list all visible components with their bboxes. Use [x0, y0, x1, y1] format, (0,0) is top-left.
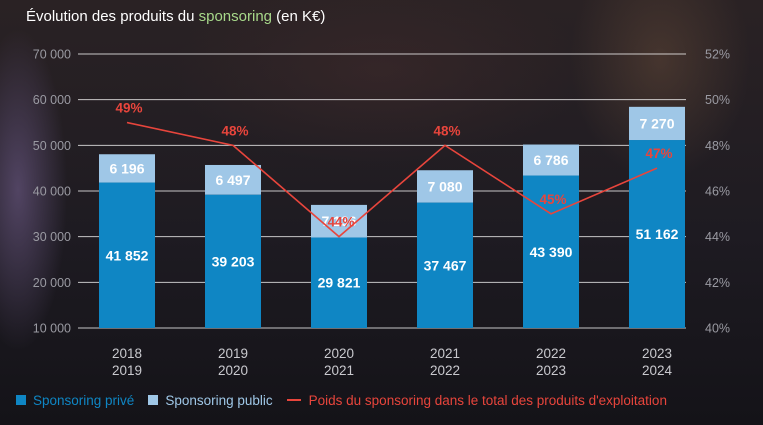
y-right-tick-label: 42% [705, 276, 730, 290]
chart-title-prefix: Évolution des produits du [26, 8, 199, 25]
y-right-tick-label: 48% [705, 139, 730, 153]
bar-public [629, 106, 685, 141]
x-tick-label-line1: 2020 [324, 346, 354, 361]
x-tick-label-line1: 2019 [218, 346, 248, 361]
bar-prive-value-label: 41 852 [106, 247, 149, 263]
bar-public [99, 154, 155, 183]
line-point-label: 49% [115, 101, 142, 116]
chart-title-accent: sponsoring [198, 8, 273, 25]
bar-prive-value-label: 29 821 [318, 275, 361, 291]
line-point-label: 44% [327, 215, 354, 230]
line-point-label: 45% [539, 192, 566, 207]
x-tick-label-line2: 2019 [112, 363, 142, 378]
line-poids-sponsoring [126, 121, 658, 238]
bar-prive [311, 237, 367, 328]
chart-title-suffix: (en K€) [272, 8, 326, 25]
y-left-tick-label: 20 000 [33, 276, 71, 290]
legend-item-public: Sponsoring public [148, 392, 273, 408]
legend-label-public: Sponsoring public [165, 392, 273, 408]
x-tick-label-line2: 2023 [536, 363, 566, 378]
y-left-tick-label: 70 000 [33, 48, 71, 62]
legend-item-prive: Sponsoring privé [16, 393, 134, 408]
bar-prive [99, 182, 155, 328]
y-left-tick-label: 40 000 [33, 185, 71, 199]
x-tick-label-line1: 2018 [112, 346, 142, 361]
bar-prive-value-label: 51 162 [636, 226, 679, 242]
bar-public-value-label: 7 270 [639, 115, 674, 131]
x-tick-label-line1: 2023 [642, 346, 672, 361]
x-tick-label-line2: 2020 [218, 363, 248, 378]
bar-public-value-label: 7 136 [321, 213, 356, 229]
legend: Sponsoring privé Sponsoring public Poids… [16, 391, 681, 409]
bar-prive [417, 202, 473, 328]
bar-public-value-label: 7 080 [427, 178, 462, 194]
bar-public-value-label: 6 196 [109, 160, 144, 176]
bar-prive [205, 194, 261, 328]
bar-public-value-label: 6 497 [215, 172, 250, 188]
y-left-tick-label: 50 000 [33, 139, 71, 153]
legend-label-prive: Sponsoring privé [33, 392, 135, 408]
x-tick-label-line2: 2021 [324, 363, 354, 378]
y-left-tick-label: 30 000 [33, 230, 71, 244]
legend-swatch-prive [16, 395, 26, 405]
bar-public [523, 144, 579, 176]
y-right-tick-label: 40% [705, 322, 730, 336]
x-tick-label-line1: 2022 [536, 346, 566, 361]
legend-swatch-public [148, 395, 159, 405]
y-right-tick-label: 50% [705, 93, 730, 107]
line-point-label: 48% [433, 123, 460, 138]
legend-item-line: Poids du sponsoring dans le total des pr… [286, 392, 667, 408]
line-point-label: 47% [645, 146, 672, 161]
x-tick-label-line2: 2022 [430, 363, 460, 378]
bar-prive-value-label: 39 203 [212, 253, 255, 269]
bar-public [205, 164, 261, 195]
y-left-tick-label: 10 000 [33, 322, 71, 336]
bar-public-value-label: 6 786 [533, 152, 568, 168]
bar-public [417, 170, 473, 203]
bar-prive-value-label: 37 467 [424, 257, 467, 273]
line-point-label: 48% [221, 123, 248, 138]
x-tick-label-line2: 2024 [642, 363, 673, 378]
y-left-tick-label: 60 000 [33, 93, 71, 107]
x-tick-label-line1: 2021 [430, 346, 460, 361]
chart-title: Évolution des produits du sponsoring (en… [26, 8, 325, 25]
legend-swatch-line [286, 399, 301, 401]
bar-prive-value-label: 43 390 [530, 244, 573, 260]
y-right-tick-label: 52% [705, 48, 730, 62]
legend-label-line: Poids du sponsoring dans le total des pr… [308, 392, 667, 408]
y-right-tick-label: 44% [705, 230, 730, 244]
y-right-tick-label: 46% [705, 185, 730, 199]
bar-prive [629, 140, 685, 328]
